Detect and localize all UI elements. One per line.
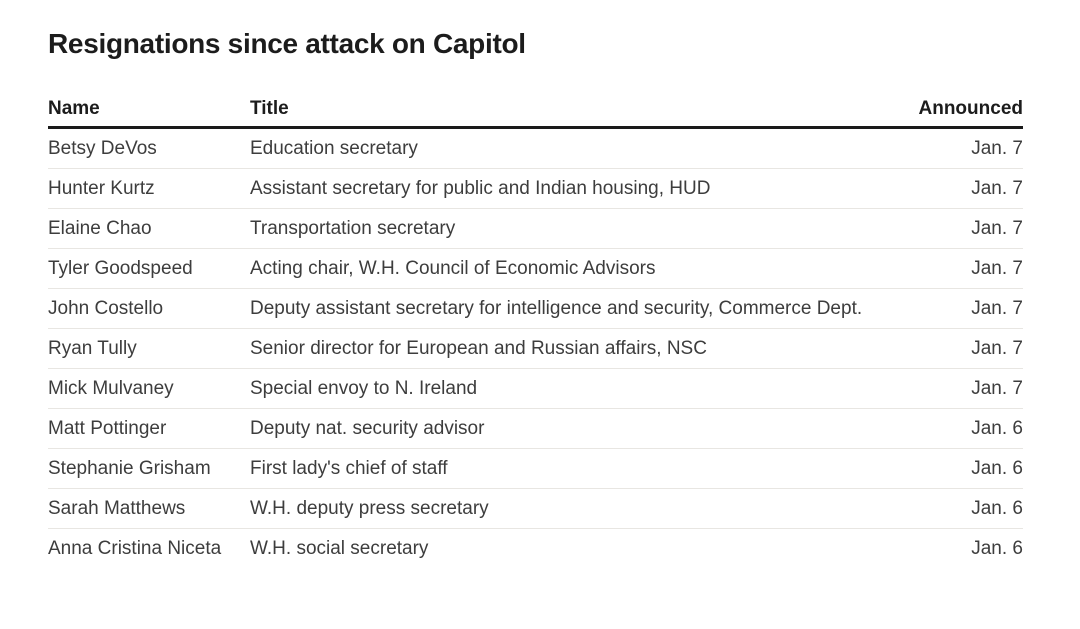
cell-name: Elaine Chao [48, 217, 152, 239]
table-row: Elaine Chao Transportation secretary Jan… [48, 209, 1023, 249]
table-row: Mick Mulvaney Special envoy to N. Irelan… [48, 369, 1023, 409]
cell-announced: Jan. 6 [971, 537, 1023, 559]
table-row: John Costello Deputy assistant secretary… [48, 289, 1023, 329]
cell-name: Betsy DeVos [48, 137, 157, 159]
table-row: Tyler Goodspeed Acting chair, W.H. Counc… [48, 249, 1023, 289]
cell-announced: Jan. 7 [971, 297, 1023, 319]
cell-name: Mick Mulvaney [48, 377, 174, 399]
cell-title: Acting chair, W.H. Council of Economic A… [250, 257, 656, 279]
table-row: Betsy DeVos Education secretary Jan. 7 [48, 129, 1023, 169]
cell-title: Senior director for European and Russian… [250, 337, 707, 359]
cell-title: Assistant secretary for public and India… [250, 177, 711, 199]
cell-announced: Jan. 7 [971, 257, 1023, 279]
cell-name: John Costello [48, 297, 164, 319]
cell-title: Special envoy to N. Ireland [250, 377, 478, 399]
cell-title: Deputy nat. security advisor [250, 417, 485, 439]
cell-announced: Jan. 6 [971, 417, 1023, 439]
cell-title: W.H. deputy press secretary [250, 497, 489, 519]
cell-announced: Jan. 7 [971, 137, 1023, 159]
table-row: Ryan Tully Senior director for European … [48, 329, 1023, 369]
table-row: Matt Pottinger Deputy nat. security advi… [48, 409, 1023, 449]
cell-announced: Jan. 6 [971, 457, 1023, 479]
cell-name: Stephanie Grisham [48, 457, 211, 479]
cell-announced: Jan. 7 [971, 177, 1023, 199]
cell-announced: Jan. 7 [971, 337, 1023, 359]
table-row: Anna Cristina Niceta W.H. social secreta… [48, 529, 1023, 568]
page-title: Resignations since attack on Capitol [48, 28, 526, 59]
cell-announced: Jan. 6 [971, 497, 1023, 519]
table-row: Stephanie Grisham First lady's chief of … [48, 449, 1023, 489]
table-row: Hunter Kurtz Assistant secretary for pub… [48, 169, 1023, 209]
table-header-row: Name Title Announced [48, 99, 1023, 129]
cell-name: Hunter Kurtz [48, 177, 155, 199]
cell-title: Transportation secretary [250, 217, 456, 239]
cell-name: Anna Cristina Niceta [48, 537, 222, 559]
column-header-title: Title [250, 98, 289, 119]
cell-name: Ryan Tully [48, 337, 137, 359]
cell-announced: Jan. 7 [971, 217, 1023, 239]
cell-announced: Jan. 7 [971, 377, 1023, 399]
resignations-table-graphic: Resignations since attack on Capitol Nam… [48, 30, 1023, 568]
column-header-announced: Announced [918, 98, 1024, 119]
cell-title: Education secretary [250, 137, 418, 159]
cell-title: Deputy assistant secretary for intellige… [250, 297, 863, 319]
cell-name: Tyler Goodspeed [48, 257, 193, 279]
table-row: Sarah Matthews W.H. deputy press secreta… [48, 489, 1023, 529]
cell-name: Matt Pottinger [48, 417, 167, 439]
column-header-name: Name [48, 98, 100, 119]
cell-title: W.H. social secretary [250, 537, 429, 559]
table-body: Betsy DeVos Education secretary Jan. 7 H… [48, 129, 1023, 568]
cell-title: First lady's chief of staff [250, 457, 448, 479]
cell-name: Sarah Matthews [48, 497, 186, 519]
